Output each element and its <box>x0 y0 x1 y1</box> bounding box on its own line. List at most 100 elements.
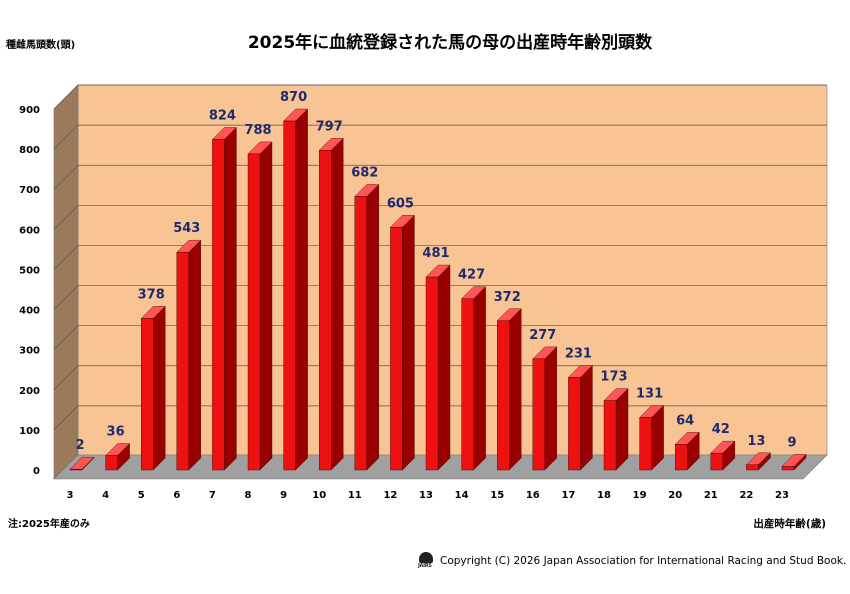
gridline-side <box>53 84 79 110</box>
bar <box>781 453 807 471</box>
gridline-side <box>53 205 79 230</box>
data-label: 231 <box>565 346 592 361</box>
bar-side <box>259 141 273 471</box>
x-tick-label: 8 <box>245 490 252 501</box>
bar <box>105 443 131 471</box>
x-tick-label: 16 <box>526 490 540 501</box>
x-tick-label: 3 <box>67 490 74 501</box>
x-tick-label: 17 <box>561 490 575 501</box>
bar-side <box>509 308 522 471</box>
bar <box>69 456 95 471</box>
data-label: 372 <box>494 290 521 305</box>
bar <box>461 286 487 471</box>
bar <box>283 108 309 471</box>
y-tick-label: 200 <box>19 386 40 397</box>
bar-side <box>224 127 237 471</box>
bar-side <box>580 364 593 471</box>
y-tick-label: 900 <box>19 105 40 116</box>
bar-side <box>544 346 557 471</box>
bar-front <box>319 150 332 471</box>
x-tick-label: 5 <box>138 490 145 501</box>
gridline-side <box>53 365 79 391</box>
bar-front <box>746 464 759 471</box>
bar-side <box>615 388 629 471</box>
bar-side <box>402 214 415 471</box>
bar-front <box>497 320 510 471</box>
data-label: 42 <box>712 422 730 437</box>
gridline-side <box>53 405 79 431</box>
bar-front <box>247 153 261 471</box>
bar-front <box>710 452 723 471</box>
bar-side <box>473 286 486 471</box>
bar-front <box>568 377 581 471</box>
x-tick-label: 20 <box>668 490 682 501</box>
bar <box>140 305 166 471</box>
bar-front <box>532 358 545 471</box>
x-tick-label: 10 <box>312 490 326 501</box>
bar-front <box>105 455 118 471</box>
bar <box>425 264 451 471</box>
chart-title: 2025年に血統登録された馬の母の出産時年齢別頭数 <box>248 32 653 53</box>
data-label: 131 <box>636 386 663 401</box>
bar <box>745 452 771 471</box>
data-label: 788 <box>244 123 271 138</box>
data-label: 543 <box>173 221 200 236</box>
gridline-side <box>53 285 79 310</box>
y-axis-label: 種雌馬頭数(頭) <box>6 38 75 51</box>
x-tick-label: 18 <box>597 490 611 501</box>
bar-front <box>781 466 795 471</box>
y-tick-label: 100 <box>19 426 40 437</box>
bar-front <box>603 400 617 471</box>
x-tick-label: 12 <box>383 490 397 501</box>
data-label: 36 <box>107 425 125 440</box>
bar <box>318 137 344 471</box>
bar <box>176 239 202 471</box>
bar <box>674 431 700 471</box>
bar-front <box>212 139 225 471</box>
bar-front <box>140 318 154 471</box>
y-tick-label: 700 <box>19 185 40 196</box>
copyright-text: Copyright (C) 2026 Japan Association for… <box>440 555 847 567</box>
y-tick-label: 800 <box>19 145 40 156</box>
x-tick-label: 14 <box>455 490 469 501</box>
data-label: 797 <box>316 119 343 134</box>
x-tick-label: 7 <box>209 490 216 501</box>
x-tick-label: 11 <box>348 490 362 501</box>
bar-front <box>283 120 296 471</box>
bar-side <box>437 264 451 471</box>
data-label: 277 <box>529 328 556 343</box>
y-tick-label: 0 <box>33 466 40 477</box>
x-tick-label: 19 <box>633 490 647 501</box>
bar-side <box>331 137 344 471</box>
y-tick-label: 300 <box>19 346 40 357</box>
bar-side <box>366 183 379 471</box>
bar <box>354 183 380 471</box>
data-label: 378 <box>138 287 165 302</box>
x-axis-label: 出産時年齢(歳) <box>753 517 826 530</box>
bar <box>496 308 522 471</box>
y-tick-label: 500 <box>19 265 40 276</box>
bar <box>389 214 415 471</box>
horse-icon <box>419 552 433 563</box>
footnote: 注:2025年産のみ <box>8 517 90 530</box>
side-wall <box>53 84 79 480</box>
data-label: 173 <box>600 370 627 385</box>
bar <box>567 364 593 471</box>
bar-front <box>69 468 83 471</box>
bar <box>247 141 273 471</box>
x-tick-label: 15 <box>490 490 504 501</box>
logo-text: JAIRS <box>418 563 432 569</box>
x-tick-label: 22 <box>739 490 753 501</box>
data-label: 2 <box>75 438 84 453</box>
data-label: 9 <box>787 435 796 450</box>
bar-side <box>188 239 202 471</box>
data-label: 605 <box>387 196 414 211</box>
data-label: 427 <box>458 268 485 283</box>
data-label: 13 <box>747 434 765 449</box>
bar-front <box>390 227 403 471</box>
y-tick-label: 600 <box>19 225 40 236</box>
bar <box>710 440 736 471</box>
x-tick-label: 13 <box>419 490 433 501</box>
bar-front <box>639 417 652 471</box>
